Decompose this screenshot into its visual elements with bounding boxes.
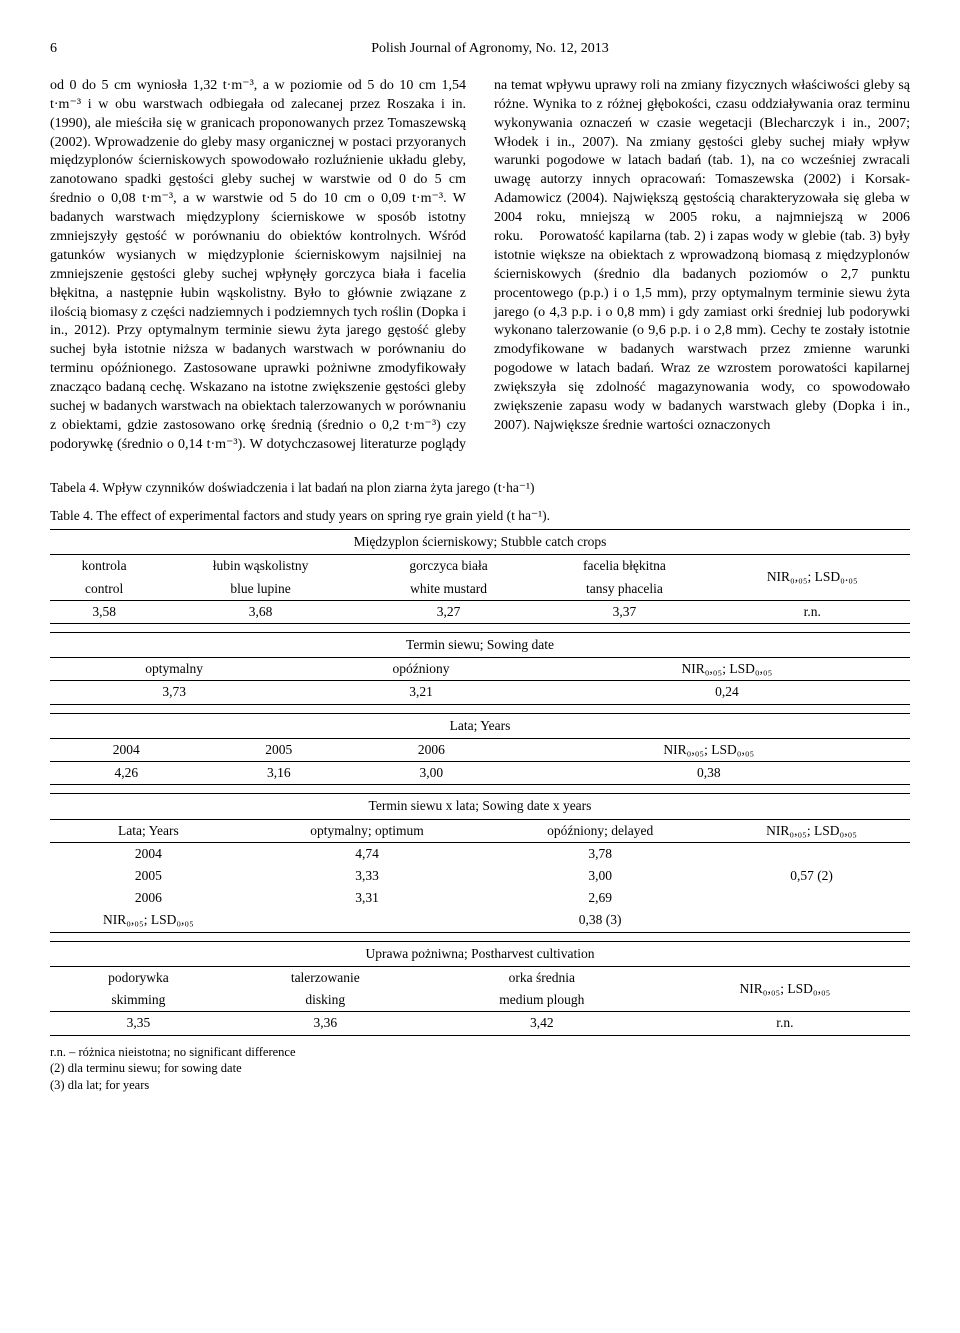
stubble-title: Międzyplon ścierniskowy; Stubble catch c… (50, 530, 910, 555)
postharvest-values: 3,35 3,36 3,42 r.n. (50, 1012, 910, 1035)
val-facelia: 3,37 (534, 600, 714, 623)
col-kontrola-en: control (50, 578, 158, 601)
sy-head-nir: NIR₀,₀₅; LSD₀,₀₅ (713, 819, 910, 842)
val-2004: 4,26 (50, 762, 203, 785)
sowing-nir-val: 0,24 (544, 681, 910, 704)
val-kontrola: 3,58 (50, 600, 158, 623)
sy-head-del: opóźniony; delayed (487, 819, 713, 842)
stubble-header-pl: kontrola łubin wąskolistny gorczyca biał… (50, 555, 910, 578)
val-optymalny: 3,73 (50, 681, 298, 704)
postharvest-nir-label: NIR₀,₀₅; LSD₀,₀₅ (660, 966, 910, 1011)
col-opozniony: opóźniony (298, 658, 544, 681)
page-header: 6 Polish Journal of Agronomy, No. 12, 20… (50, 40, 910, 59)
journal-title: Polish Journal of Agronomy, No. 12, 2013 (70, 40, 910, 59)
table-sowing: Termin siewu; Sowing date optymalny opóź… (50, 632, 910, 705)
col-podorywka-en: skimming (50, 989, 227, 1012)
sowing-title: Termin siewu; Sowing date (50, 633, 910, 658)
footnote-2: (2) dla terminu siewu; for sowing date (50, 1060, 910, 1077)
sowing-nir-label: NIR₀,₀₅; LSD₀,₀₅ (544, 658, 910, 681)
sy-bottom-label: NIR₀,₀₅; LSD₀,₀₅ (50, 909, 247, 932)
sy-2004-del: 3,78 (487, 842, 713, 865)
val-orka: 3,42 (424, 1012, 660, 1035)
sy-row-2006: 2006 3,31 2,69 (50, 887, 910, 909)
sowing-years-title: Termin siewu x lata; Sowing date x years (50, 794, 910, 819)
col-gorczyca-pl: gorczyca biała (363, 555, 535, 578)
col-2004: 2004 (50, 738, 203, 761)
sowing-values: 3,73 3,21 0,24 (50, 681, 910, 704)
col-orka-pl: orka średnia (424, 966, 660, 989)
sy-2004-y: 2004 (50, 842, 247, 865)
sy-2005-nir: 0,57 (2) (713, 865, 910, 887)
postharvest-nir-val: r.n. (660, 1012, 910, 1035)
val-opozniony: 3,21 (298, 681, 544, 704)
sy-2006-nir (713, 887, 910, 909)
years-nir-val: 0,38 (508, 762, 910, 785)
col-podorywka-pl: podorywka (50, 966, 227, 989)
table-sowing-years: Termin siewu x lata; Sowing date x years… (50, 793, 910, 932)
sy-2004-opt: 4,74 (247, 842, 487, 865)
sy-row-2005: 2005 3,33 3,00 0,57 (2) (50, 865, 910, 887)
col-facelia-pl: facelia błękitna (534, 555, 714, 578)
sy-2004-nir (713, 842, 910, 865)
sy-2006-opt: 3,31 (247, 887, 487, 909)
stubble-nir-val: r.n. (715, 600, 910, 623)
col-2006: 2006 (355, 738, 508, 761)
val-gorczyca: 3,27 (363, 600, 535, 623)
body-text: od 0 do 5 cm wyniosła 1,32 t·m⁻³, a w po… (50, 77, 910, 455)
val-2005: 3,16 (203, 762, 356, 785)
years-nir-label: NIR₀,₀₅; LSD₀,₀₅ (508, 738, 910, 761)
table4-caption-pl: Tabela 4. Wpływ czynników doświadczenia … (50, 479, 910, 497)
col-gorczyca-en: white mustard (363, 578, 535, 601)
stubble-values: 3,58 3,68 3,27 3,37 r.n. (50, 600, 910, 623)
table-years: Lata; Years 2004 2005 2006 NIR₀,₀₅; LSD₀… (50, 713, 910, 786)
body-paragraph: od 0 do 5 cm wyniosła 1,32 t·m⁻³, a w po… (50, 77, 910, 455)
postharvest-header-pl: podorywka talerzowanie orka średnia NIR₀… (50, 966, 910, 989)
col-orka-en: medium plough (424, 989, 660, 1012)
sy-bottom-val: 0,38 (3) (487, 909, 713, 932)
sy-2006-y: 2006 (50, 887, 247, 909)
table4-caption-en: Table 4. The effect of experimental fact… (50, 507, 910, 525)
sy-2006-del: 2,69 (487, 887, 713, 909)
val-2006: 3,00 (355, 762, 508, 785)
col-lubin-en: blue lupine (158, 578, 362, 601)
years-header: 2004 2005 2006 NIR₀,₀₅; LSD₀,₀₅ (50, 738, 910, 761)
col-lubin-pl: łubin wąskolistny (158, 555, 362, 578)
col-2005: 2005 (203, 738, 356, 761)
page-number: 6 (50, 40, 70, 59)
sowing-header: optymalny opóźniony NIR₀,₀₅; LSD₀,₀₅ (50, 658, 910, 681)
sy-head-opt: optymalny; optimum (247, 819, 487, 842)
val-lubin: 3,68 (158, 600, 362, 623)
stubble-nir-label: NIR₀,₀₅; LSD₀.₀₅ (715, 555, 910, 600)
sy-bottom: NIR₀,₀₅; LSD₀,₀₅ 0,38 (3) (50, 909, 910, 932)
footnote-3: (3) dla lat; for years (50, 1077, 910, 1094)
postharvest-title: Uprawa pożniwna; Postharvest cultivation (50, 941, 910, 966)
col-talerzowanie-pl: talerzowanie (227, 966, 424, 989)
col-facelia-en: tansy phacelia (534, 578, 714, 601)
years-values: 4,26 3,16 3,00 0,38 (50, 762, 910, 785)
years-title: Lata; Years (50, 713, 910, 738)
sy-2005-opt: 3,33 (247, 865, 487, 887)
sy-row-2004: 2004 4,74 3,78 (50, 842, 910, 865)
col-kontrola-pl: kontrola (50, 555, 158, 578)
footnote-1: r.n. – różnica nieistotna; no significan… (50, 1044, 910, 1061)
val-podorywka: 3,35 (50, 1012, 227, 1035)
sy-2005-del: 3,00 (487, 865, 713, 887)
sy-2005-y: 2005 (50, 865, 247, 887)
table-stubble: Międzyplon ścierniskowy; Stubble catch c… (50, 529, 910, 624)
sy-head-years: Lata; Years (50, 819, 247, 842)
col-optymalny: optymalny (50, 658, 298, 681)
val-talerzowanie: 3,36 (227, 1012, 424, 1035)
table-postharvest: Uprawa pożniwna; Postharvest cultivation… (50, 941, 910, 1036)
footnotes: r.n. – różnica nieistotna; no significan… (50, 1044, 910, 1095)
col-talerzowanie-en: disking (227, 989, 424, 1012)
sowing-years-header: Lata; Years optymalny; optimum opóźniony… (50, 819, 910, 842)
